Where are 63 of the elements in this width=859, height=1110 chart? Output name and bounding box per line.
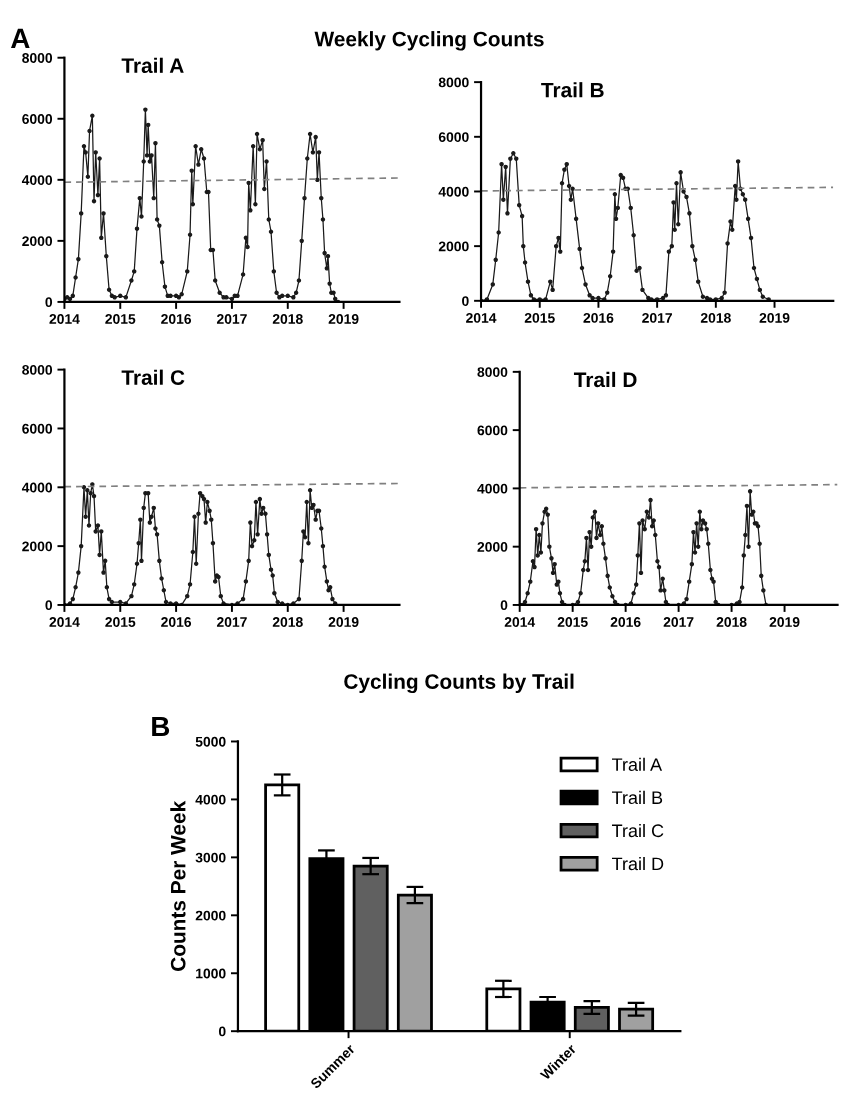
x-tick-label: 2016	[161, 314, 192, 324]
y-tick-label: 0	[218, 1026, 226, 1037]
legend-label: Trail B	[612, 790, 663, 805]
y-tick-label: 6000	[22, 114, 53, 124]
chart-title: Trail B	[541, 82, 604, 98]
text: Weekly Cycling Counts	[314, 31, 544, 51]
x-tick-label: 2017	[642, 312, 672, 323]
legend-label: Trail A	[612, 757, 663, 771]
text: B	[152, 716, 170, 737]
chart-title: Trail D	[573, 371, 637, 388]
y-tick-label: 2000	[22, 236, 53, 247]
y-tick-label: 2000	[477, 542, 508, 552]
legend-label: Trail C	[612, 823, 664, 838]
y-tick-label: 0	[462, 296, 469, 306]
x-tick-label: 2019	[328, 617, 359, 627]
chart-title: Cycling Counts by Trail	[344, 673, 574, 694]
x-tick-label: 2014	[466, 312, 497, 323]
y-tick-label: 6000	[438, 132, 469, 142]
y-tick-label: 0	[500, 600, 508, 611]
x-tick-label: 2015	[557, 617, 588, 627]
x-tick-label: 2015	[105, 617, 136, 627]
y-tick-label: 8000	[477, 367, 508, 378]
y-tick-label: 4000	[477, 483, 508, 494]
y-tick-label: 1000	[196, 968, 226, 979]
y-tick-label: 0	[45, 600, 53, 611]
x-tick-label: 2018	[716, 617, 747, 627]
x-tick-label: 2019	[759, 312, 790, 323]
y-tick-label: 2000	[22, 541, 53, 552]
x-tick-label: 2018	[700, 312, 731, 323]
y-tick-label: 8000	[22, 53, 53, 63]
x-tick-label: 2019	[328, 314, 359, 324]
x-tick-label: 2014	[504, 617, 536, 627]
x-tick-label: 2017	[216, 617, 247, 627]
y-tick-label: 6000	[22, 423, 53, 434]
y-tick-label: 8000	[22, 364, 53, 375]
x-tick-label: 2016	[161, 617, 192, 627]
x-tick-label: 2017	[663, 617, 694, 627]
y-tick-label: 6000	[477, 425, 508, 436]
x-tick-label: 2017	[216, 314, 247, 324]
text: A	[11, 28, 30, 48]
y-tick-label: 3000	[195, 852, 226, 863]
x-tick-label: 2016	[583, 312, 614, 323]
y-tick-label: 4000	[21, 482, 53, 493]
x-tick-label: 2019	[769, 617, 800, 627]
y-tick-label: 4000	[438, 186, 469, 197]
legend-label: Trail D	[612, 856, 664, 871]
chart-title: Trail A	[121, 57, 184, 74]
x-tick-label: 2016	[610, 617, 641, 627]
chart-title: Trail C	[121, 369, 185, 385]
x-tick-label: 2015	[524, 312, 555, 323]
y-tick-label: 4000	[195, 794, 226, 805]
y-tick-label: 0	[45, 297, 53, 308]
y-tick-label: 4000	[21, 175, 53, 185]
y-tick-label: 5000	[195, 736, 226, 747]
x-tick-label: 2015	[105, 314, 136, 324]
y-tick-label: 2000	[195, 910, 226, 921]
y-tick-label: 8000	[438, 77, 469, 88]
y-axis-title: Counts Per Week	[170, 800, 186, 971]
y-tick-label: 2000	[438, 241, 469, 252]
x-tick-label: 2018	[272, 314, 303, 324]
x-tick-label: 2014	[49, 314, 80, 324]
x-tick-label: 2014	[49, 617, 80, 627]
x-tick-label: 2018	[272, 617, 303, 627]
